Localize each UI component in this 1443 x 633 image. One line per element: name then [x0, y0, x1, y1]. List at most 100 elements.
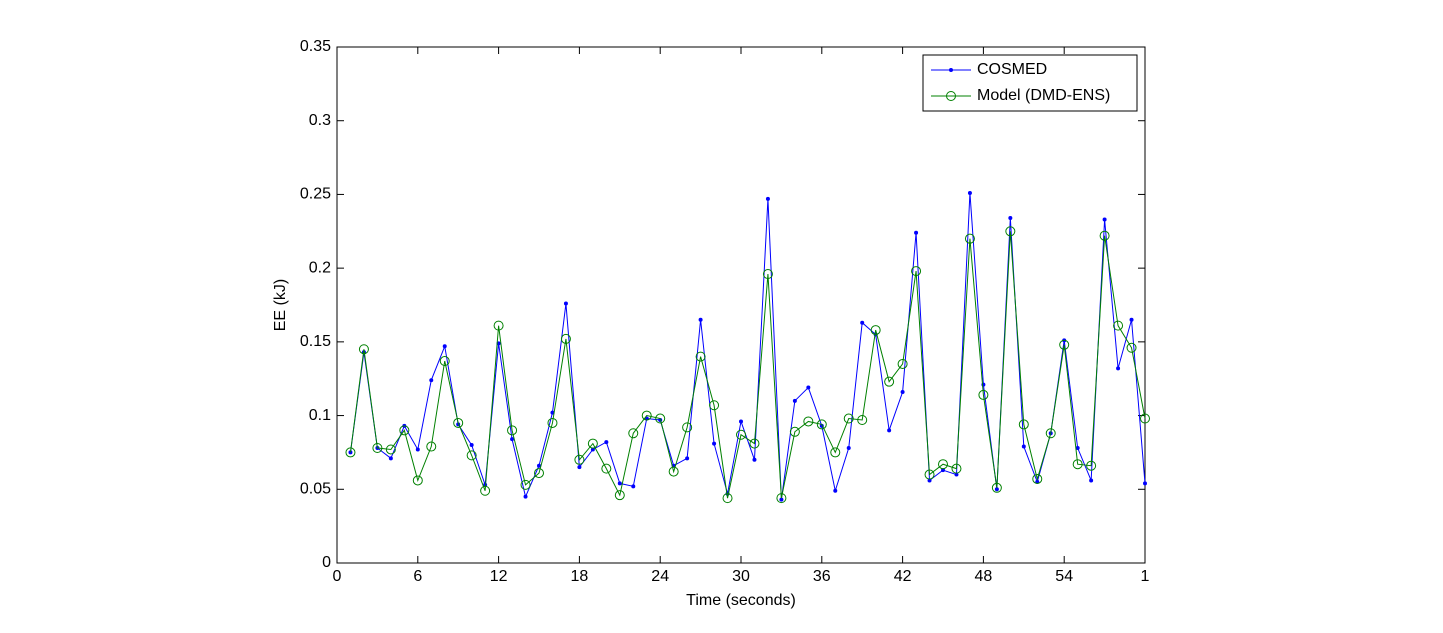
point	[388, 456, 393, 461]
point	[1086, 460, 1097, 471]
point	[1113, 320, 1124, 331]
y-tick-label: 0.05	[300, 481, 331, 498]
point	[682, 422, 693, 433]
point	[628, 428, 639, 439]
point	[399, 425, 410, 436]
point	[709, 400, 720, 411]
x-tick-label: 54	[1055, 568, 1073, 585]
y-axis-label: EE (kJ)	[272, 279, 289, 331]
point	[739, 419, 743, 424]
point	[1008, 216, 1013, 221]
point	[563, 301, 568, 306]
point	[967, 190, 972, 195]
point	[372, 443, 383, 454]
point	[577, 465, 582, 470]
point	[762, 269, 773, 280]
point	[695, 351, 706, 362]
point	[816, 419, 827, 430]
legend-label: COSMED	[977, 61, 1047, 78]
point	[1072, 459, 1083, 470]
legend-marker	[949, 68, 953, 72]
point	[792, 398, 797, 403]
point	[1021, 444, 1026, 449]
series-line	[349, 192, 1146, 500]
point	[951, 463, 962, 474]
x-tick-label: 30	[732, 568, 750, 585]
point	[601, 463, 612, 474]
point	[1140, 413, 1150, 424]
point	[806, 385, 811, 390]
y-tick-label: 0.35	[300, 38, 331, 55]
y-tick-label: 0.2	[309, 259, 331, 276]
point	[765, 196, 770, 201]
point	[860, 320, 865, 325]
point	[1005, 226, 1016, 237]
point	[1102, 217, 1107, 222]
point	[1032, 473, 1043, 484]
point	[480, 485, 491, 496]
point	[415, 447, 420, 452]
point	[1143, 481, 1147, 486]
y-tick-label: 0.25	[300, 186, 331, 203]
legend-box	[922, 54, 1138, 112]
point	[439, 356, 450, 367]
point	[574, 454, 585, 465]
point	[631, 484, 636, 489]
point	[914, 230, 919, 235]
x-tick-label: 42	[894, 568, 912, 585]
point	[994, 487, 999, 492]
point	[924, 469, 935, 480]
point	[1045, 428, 1056, 439]
point	[617, 481, 622, 486]
point	[779, 497, 784, 502]
point	[803, 416, 814, 427]
x-tick-label: 6	[413, 568, 422, 585]
x-tick-label: 18	[571, 568, 589, 585]
point	[1099, 230, 1110, 241]
point	[1129, 317, 1134, 322]
point	[345, 447, 356, 458]
y-tick-label: 0.1	[309, 407, 331, 424]
point	[846, 446, 851, 451]
point	[1018, 419, 1029, 430]
y-tick-label: 0.15	[300, 333, 331, 350]
point	[587, 438, 598, 449]
point	[870, 325, 881, 336]
point	[412, 475, 423, 486]
legend-label: Model (DMD-ENS)	[977, 87, 1110, 104]
point	[385, 444, 396, 455]
point	[938, 459, 948, 470]
point	[604, 440, 609, 445]
point	[991, 482, 1002, 493]
legend-marker	[946, 91, 956, 101]
point	[442, 344, 447, 349]
point	[749, 438, 760, 449]
point	[469, 443, 474, 448]
x-tick-label: 0	[333, 568, 342, 585]
point	[1116, 366, 1121, 371]
point	[1059, 339, 1070, 350]
point	[736, 429, 746, 440]
point	[833, 488, 838, 493]
point	[776, 493, 787, 504]
point	[466, 450, 477, 461]
y-tick-label: 0	[322, 554, 331, 571]
point	[537, 463, 541, 468]
point	[897, 358, 908, 369]
point	[857, 414, 868, 425]
x-tick-label: 1	[1141, 568, 1150, 585]
plot-area	[336, 46, 1146, 564]
x-tick-label: 36	[813, 568, 831, 585]
y-tick-label: 0.3	[309, 112, 331, 129]
point	[507, 425, 518, 436]
point	[978, 389, 989, 400]
point	[429, 378, 434, 383]
point	[884, 376, 895, 387]
point	[493, 320, 504, 331]
point	[685, 456, 690, 461]
point	[655, 413, 666, 424]
point	[523, 494, 528, 499]
point	[547, 417, 558, 428]
point	[830, 447, 841, 458]
